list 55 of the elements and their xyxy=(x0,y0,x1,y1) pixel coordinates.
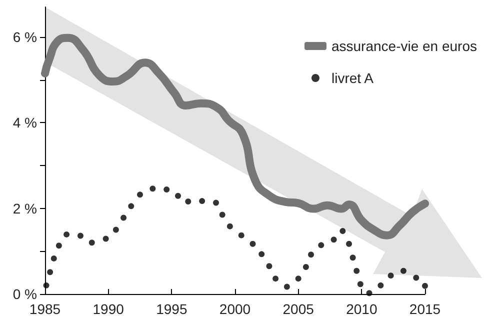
point xyxy=(56,242,62,249)
legend-label: assurance-vie en euros xyxy=(331,38,478,54)
point xyxy=(102,236,109,242)
point xyxy=(346,240,352,247)
y-tick-label: 4 % xyxy=(12,114,37,131)
point xyxy=(413,274,420,281)
point xyxy=(164,186,170,192)
point xyxy=(77,232,84,239)
point xyxy=(88,240,95,246)
point xyxy=(378,282,384,288)
x-tick-label: 1990 xyxy=(92,301,124,317)
point xyxy=(340,228,346,234)
point xyxy=(43,282,50,288)
x-tick-label: 2005 xyxy=(282,301,314,317)
point xyxy=(64,231,70,238)
point xyxy=(366,290,372,296)
x-tick-label: 1985 xyxy=(29,301,61,317)
point xyxy=(308,252,314,258)
point xyxy=(213,200,219,206)
point xyxy=(175,192,181,199)
point xyxy=(302,264,309,270)
point xyxy=(284,284,290,290)
point xyxy=(295,276,302,282)
point xyxy=(199,198,206,204)
point xyxy=(238,232,244,238)
point xyxy=(128,203,134,210)
point xyxy=(226,223,233,230)
point xyxy=(185,198,192,204)
point xyxy=(422,282,428,289)
point xyxy=(150,186,156,192)
point xyxy=(266,263,272,270)
point xyxy=(400,268,406,274)
x-tick-label: 2015 xyxy=(409,301,441,317)
x-tick-label: 2010 xyxy=(346,301,378,317)
point xyxy=(137,192,143,198)
point xyxy=(50,255,57,262)
point xyxy=(272,276,279,282)
point xyxy=(330,236,337,243)
point xyxy=(318,242,324,248)
legend-label: livret A xyxy=(331,70,374,86)
x-tick-label: 1995 xyxy=(156,301,188,317)
point xyxy=(120,214,127,221)
point xyxy=(258,251,265,258)
y-tick-label: 0 % xyxy=(12,286,37,302)
point xyxy=(350,254,356,261)
point xyxy=(112,226,119,233)
y-tick-label: 2 % xyxy=(12,200,37,216)
point xyxy=(354,268,360,274)
point xyxy=(219,212,226,218)
point xyxy=(357,281,364,288)
point xyxy=(250,240,256,247)
x-tick-label: 2000 xyxy=(219,301,251,317)
point xyxy=(388,272,394,279)
point xyxy=(47,269,54,276)
y-tick-label: 6 % xyxy=(12,28,37,45)
